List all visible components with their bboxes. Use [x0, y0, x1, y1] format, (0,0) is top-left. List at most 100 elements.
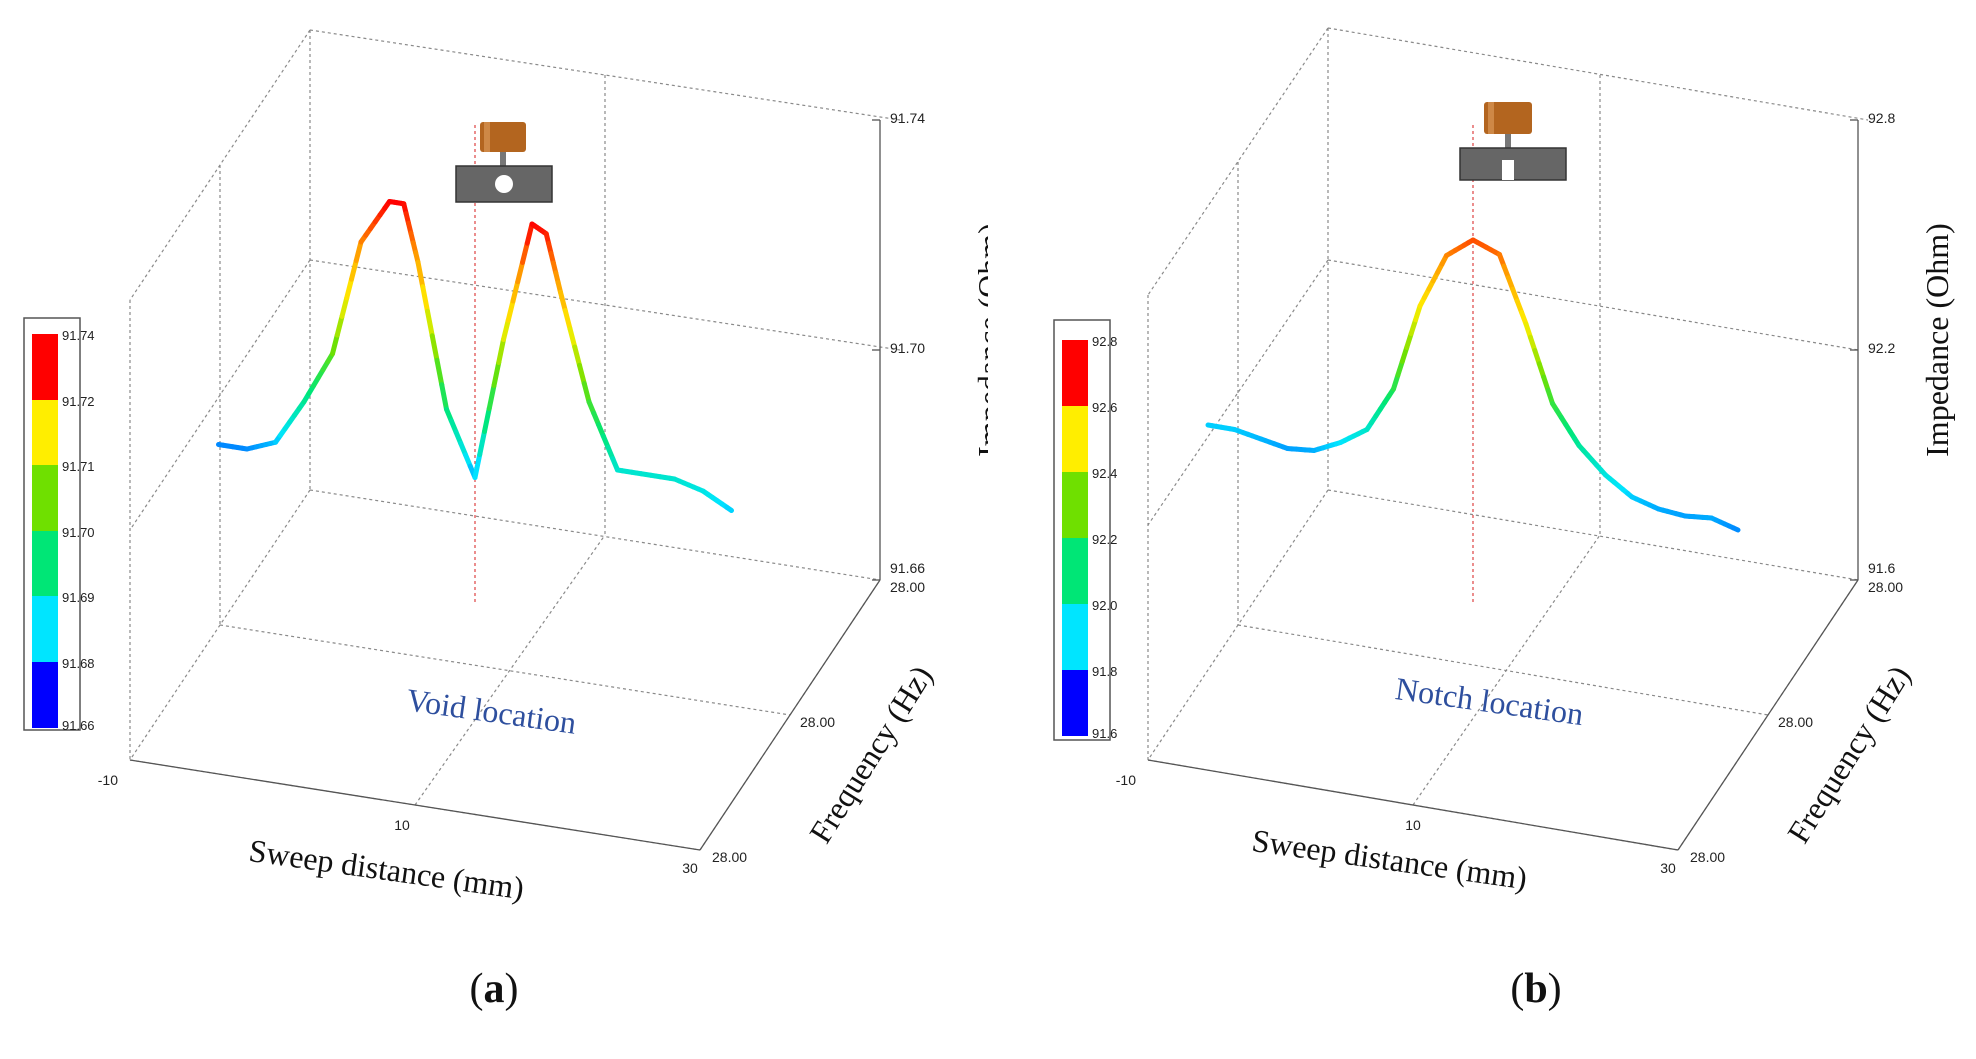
series-segment: [482, 406, 492, 434]
freq-tick-front: 28.00: [712, 849, 747, 865]
x-tick-right: 30: [682, 860, 698, 876]
series-segment: [505, 298, 516, 323]
series-segment: [572, 344, 582, 368]
x-tick-right: 30: [1660, 860, 1676, 876]
series-segment: [577, 362, 587, 386]
freq-tick-back: 28.00: [890, 579, 925, 595]
series-segment: [491, 360, 502, 388]
colorbar-label: 91.6: [1092, 726, 1117, 741]
colorbar-label: 92.8: [1092, 334, 1117, 349]
series-segment: [339, 295, 350, 319]
series-segment: [558, 289, 568, 313]
series-segment: [420, 284, 430, 314]
chart-b-probe: [1459, 102, 1567, 181]
colorbar-swatch-2: [32, 662, 58, 728]
z-tick-bottom: 91.66: [890, 560, 925, 576]
chart-b-svg: Notch location 92.8 92.2 91.6 28.00 28.0…: [1053, 27, 1955, 896]
series-segment: [439, 382, 449, 412]
series-segment: [1731, 525, 1741, 533]
chart-b-zlabel: Impedance (Ohm): [1919, 223, 1955, 457]
z-tick-top: 92.8: [1868, 110, 1895, 126]
chart-a-ylabel: Frequency (Hz): [802, 659, 939, 849]
chart-b-series-line: [1205, 237, 1741, 533]
colorbar-swatch-3: [32, 596, 58, 662]
chart-b-annotation: Notch location: [1393, 670, 1585, 732]
chart-a-colorbar: 91.74 91.72 91.71 91.70 91.69 91.68 91.6…: [23, 317, 95, 733]
series-segment: [477, 429, 487, 457]
chart-a-xlabel: Sweep distance (mm): [247, 832, 527, 906]
chart-a-series-line: [216, 199, 734, 513]
colorbar-swatch-2: [1062, 670, 1088, 736]
probe-stem: [500, 152, 506, 166]
series-segment: [472, 452, 483, 480]
series-segment: [520, 240, 530, 265]
colorbar-swatch-5: [1062, 472, 1088, 538]
colorbar-label: 91.8: [1092, 664, 1117, 679]
series-segment: [349, 258, 359, 282]
void-hole: [495, 175, 513, 193]
series-segment: [344, 276, 354, 301]
probe-highlight: [484, 122, 490, 152]
probe-coil-icon: [1484, 102, 1532, 134]
freq-tick-mid: 28.00: [800, 714, 835, 730]
panel-b-caption: (b): [1510, 966, 1562, 1012]
series-segment: [330, 332, 340, 357]
colorbar-swatch-5: [32, 465, 58, 531]
colorbar-label: 91.74: [62, 328, 95, 343]
colorbar-swatch-4: [1062, 538, 1088, 604]
chart-b-ylabel: Frequency (Hz): [1780, 659, 1917, 849]
series-segment: [425, 308, 435, 339]
probe-coil-icon: [480, 122, 526, 152]
chart-b-colorbar: 92.8 92.6 92.4 92.2 92.0 91.8 91.6: [1053, 319, 1117, 741]
chart-a-svg: Void location 91.74 91.70 91.66 28.00 28…: [23, 29, 988, 906]
x-tick-left: -10: [1116, 772, 1136, 788]
series-segment: [496, 337, 506, 365]
series-segment: [486, 383, 497, 411]
series-segment: [567, 326, 578, 350]
x-tick-left: -10: [98, 772, 118, 788]
colorbar-label: 91.71: [62, 459, 95, 474]
colorbar-swatch-6: [1062, 406, 1088, 472]
colorbar-swatch-6: [32, 400, 58, 465]
chart-a-probe: [455, 122, 553, 203]
series-segment: [515, 260, 525, 285]
series-segment: [434, 357, 445, 388]
series-segment: [334, 314, 345, 338]
chart-b-z-ticks: 92.8 92.2 91.6: [1868, 110, 1895, 576]
chart-panel-a: Void location 91.74 91.70 91.66 28.00 28…: [23, 29, 988, 1012]
z-tick-mid: 91.70: [890, 340, 925, 356]
series-segment: [501, 317, 511, 342]
colorbar-swatch-3: [1062, 604, 1088, 670]
colorbar-label: 91.69: [62, 590, 95, 605]
colorbar-label: 92.4: [1092, 466, 1117, 481]
freq-tick-mid: 28.00: [1778, 714, 1813, 730]
x-tick-mid: 10: [394, 817, 410, 833]
series-segment: [510, 279, 521, 304]
chart-a-zlabel: Impedance (Ohm): [971, 223, 988, 457]
panel-a-caption: (a): [469, 966, 519, 1012]
colorbar-label: 91.66: [62, 718, 95, 733]
series-segment: [724, 504, 734, 513]
chart-b-axes: [1147, 119, 1859, 851]
chart-a-annotation: Void location: [404, 681, 578, 740]
x-tick-mid: 10: [1405, 817, 1421, 833]
colorbar-label: 91.72: [62, 394, 95, 409]
colorbar-label: 91.68: [62, 656, 95, 671]
series-segment: [415, 259, 426, 290]
colorbar-swatch-7: [1062, 340, 1088, 406]
series-segment: [562, 308, 573, 332]
chart-b-xlabel: Sweep distance (mm): [1250, 822, 1530, 896]
series-segment: [524, 221, 535, 246]
freq-tick-back: 28.00: [1868, 579, 1903, 595]
freq-tick-front: 28.00: [1690, 849, 1725, 865]
series-segment: [429, 333, 440, 363]
colorbar-swatch-4: [32, 531, 58, 596]
notch-cut: [1502, 160, 1514, 180]
colorbar-swatch-7: [32, 334, 58, 400]
colorbar-label: 92.0: [1092, 598, 1117, 613]
z-tick-top: 91.74: [890, 110, 925, 126]
probe-highlight: [1488, 102, 1494, 134]
chart-panel-b: Notch location 92.8 92.2 91.6 28.00 28.0…: [988, 0, 1976, 1059]
chart-a-axes: [129, 119, 881, 851]
series-segment: [353, 239, 364, 264]
